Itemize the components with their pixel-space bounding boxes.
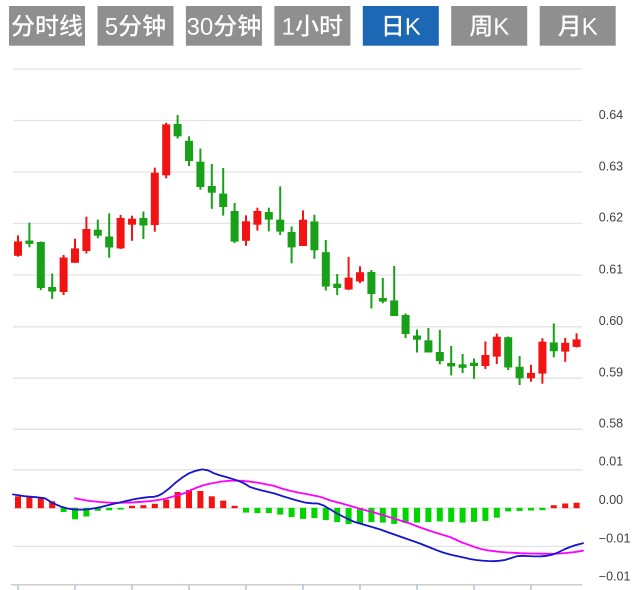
svg-text:0.60: 0.60 xyxy=(599,314,623,328)
svg-text:0.63: 0.63 xyxy=(599,159,623,173)
svg-text:0.01: 0.01 xyxy=(599,455,623,469)
svg-text:−0.01: −0.01 xyxy=(599,531,631,545)
svg-text:0.61: 0.61 xyxy=(599,262,623,276)
svg-text:0.58: 0.58 xyxy=(599,417,623,431)
svg-text:0.00: 0.00 xyxy=(599,493,623,507)
svg-text:−0.01: −0.01 xyxy=(599,570,631,584)
svg-text:0.62: 0.62 xyxy=(599,211,623,225)
svg-text:0.64: 0.64 xyxy=(599,108,623,122)
svg-text:0.59: 0.59 xyxy=(599,366,623,380)
